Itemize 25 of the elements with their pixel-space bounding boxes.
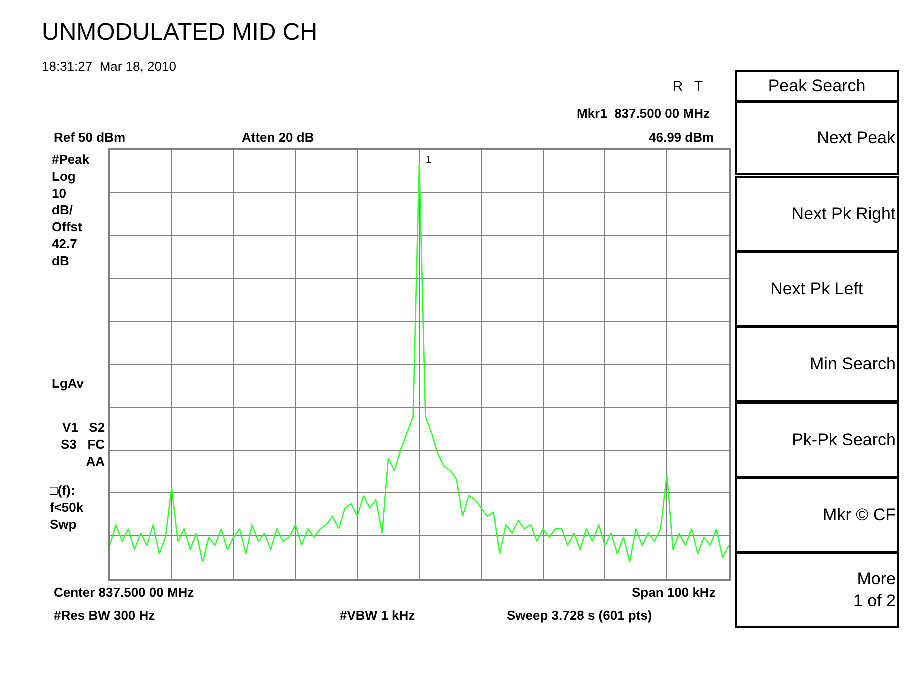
text: #VBW 1 kHz (340, 608, 416, 623)
text: Atten 20 dB (242, 130, 314, 145)
text: Sweep 3.728 s (601 pts) (507, 608, 652, 623)
text: Pk-Pk Search (792, 430, 896, 450)
text: Ref 50 dBm (54, 130, 126, 145)
text: 46.99 dBm (649, 130, 714, 145)
chart-title: UNMODULATED MID CH (42, 19, 318, 46)
chart-subtitle: 18:31:27 Mar 18, 2010 (42, 59, 176, 74)
text: Center 837.500 00 MHz (54, 585, 195, 600)
text: #Peak Log 10 dB/ Offst 42.7 dB (52, 152, 90, 268)
annotation: 1 (426, 155, 432, 166)
text: Next Pk Right (792, 204, 896, 224)
text: V1 S2 S3 FC AA (61, 420, 106, 469)
text: Mkr © CF (823, 506, 896, 524)
text: R T (673, 78, 704, 94)
text: Next Peak (817, 128, 896, 148)
text: Next Pk Left (770, 280, 864, 298)
text: Span 100 kHz (632, 585, 716, 600)
text: More 1 of 2 (853, 569, 896, 611)
text: Min Search (810, 354, 896, 374)
text: Peak Search (768, 76, 866, 96)
text: LgAv (52, 376, 85, 391)
text: □(f): f<50k Swp (50, 483, 84, 532)
text: #Res BW 300 Hz (54, 608, 156, 623)
text: Mkr1 837.500 00 MHz (577, 106, 710, 121)
